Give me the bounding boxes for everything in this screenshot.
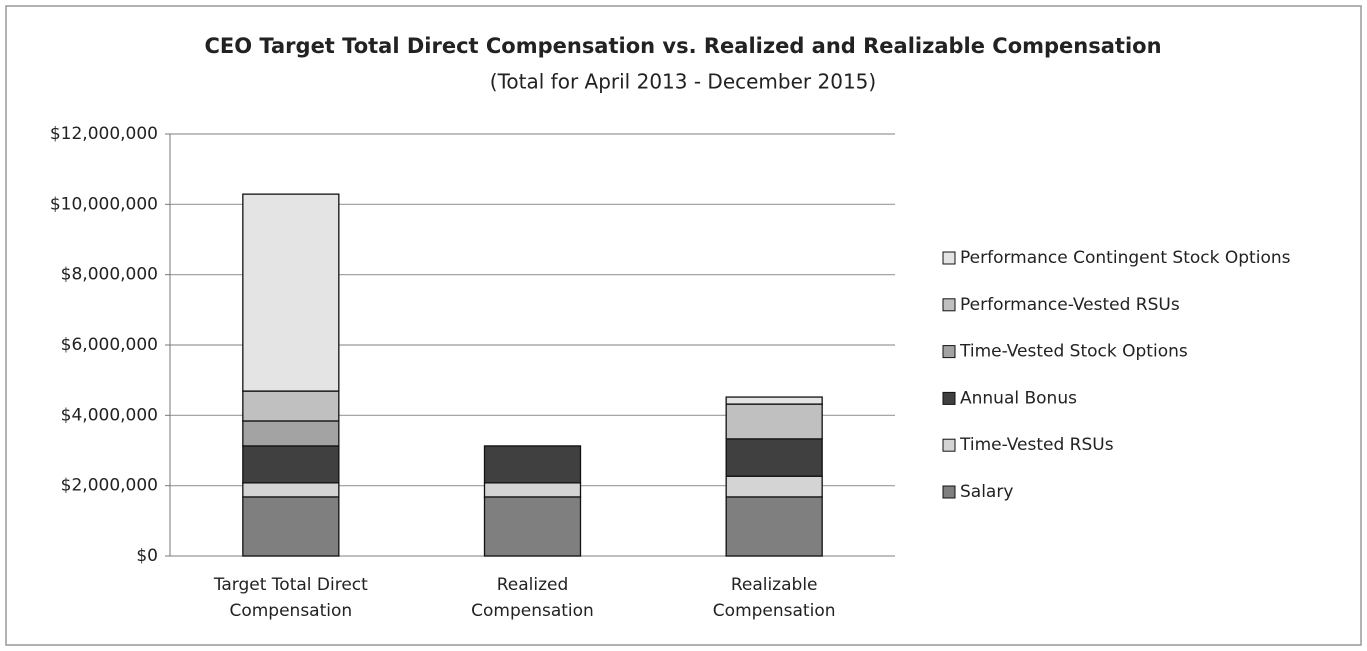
bar-segment (242, 390, 340, 422)
x-tick-label: Realized Compensation (471, 575, 594, 621)
y-tick-label: $6,000,000 (61, 335, 158, 355)
legend-label: Time-Vested RSUs (959, 435, 1114, 455)
bar-segment (725, 496, 823, 557)
bar-segment (242, 193, 340, 392)
legend-label: Time-Vested Stock Options (959, 342, 1188, 362)
bar-segment (242, 445, 340, 484)
chart-title: CEO Target Total Direct Compensation vs.… (204, 34, 1161, 58)
x-tick-label: Realizable Compensation (712, 575, 836, 621)
legend-swatch (942, 391, 956, 405)
chart-subtitle: (Total for April 2013 - December 2015) (490, 70, 876, 94)
bar-segment (483, 496, 582, 557)
bar-segment (725, 438, 823, 477)
bar-segment (725, 396, 823, 405)
y-tick-label: $0 (136, 546, 158, 566)
bar-segment (242, 482, 340, 498)
bar-segment (242, 420, 340, 447)
bar-segment (483, 445, 582, 484)
y-tick-label: $4,000,000 (61, 405, 158, 425)
bar-segment (483, 482, 582, 498)
y-tick-label: $12,000,000 (50, 124, 158, 144)
legend-swatch (942, 485, 956, 499)
legend-swatch (942, 251, 956, 265)
y-tick-label: $10,000,000 (50, 194, 158, 214)
bar-segment (242, 496, 340, 557)
y-tick-label: $2,000,000 (61, 476, 158, 496)
bar-segment (725, 403, 823, 440)
legend-label: Performance Contingent Stock Options (960, 248, 1291, 268)
bar-segment (725, 475, 823, 498)
legend-label: Annual Bonus (960, 388, 1077, 408)
x-tick-label: Target Total Direct Compensation (213, 575, 368, 621)
legend-swatch (942, 438, 956, 452)
frame (5, 5, 1362, 646)
legend-swatch (942, 298, 956, 312)
legend-swatch (942, 345, 956, 359)
legend-label: Salary (960, 482, 1013, 502)
legend-label: Performance-Vested RSUs (960, 295, 1180, 315)
y-tick-label: $8,000,000 (61, 265, 158, 285)
